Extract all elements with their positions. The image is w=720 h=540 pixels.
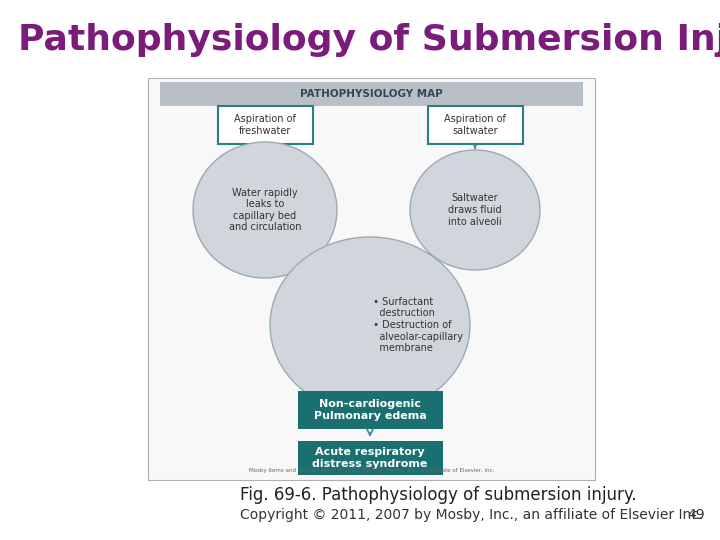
Text: Aspiration of
freshwater: Aspiration of freshwater (234, 114, 296, 136)
Text: Aspiration of
saltwater: Aspiration of saltwater (444, 114, 506, 136)
FancyBboxPatch shape (217, 106, 312, 144)
FancyBboxPatch shape (428, 106, 523, 144)
Text: Mosby items and derived items © 2011, 2007 by Mosby, Inc., an affiliate of Elsev: Mosby items and derived items © 2011, 20… (249, 467, 494, 473)
Text: PATHOPHYSIOLOGY MAP: PATHOPHYSIOLOGY MAP (300, 89, 443, 99)
Text: Pathophysiology of Submersion Injury: Pathophysiology of Submersion Injury (18, 23, 720, 57)
FancyBboxPatch shape (148, 78, 595, 480)
Text: Saltwater
draws fluid
into alveoli: Saltwater draws fluid into alveoli (448, 193, 502, 227)
FancyBboxPatch shape (297, 441, 443, 475)
Text: Water rapidly
leaks to
capillary bed
and circulation: Water rapidly leaks to capillary bed and… (229, 187, 301, 232)
Ellipse shape (410, 150, 540, 270)
Text: 49: 49 (688, 508, 705, 522)
Text: • Surfactant
   destruction
 • Destruction of
   alveolar-capillary
   membrane: • Surfactant destruction • Destruction o… (370, 297, 463, 353)
Text: Acute respiratory
distress syndrome: Acute respiratory distress syndrome (312, 447, 428, 469)
Ellipse shape (270, 237, 470, 413)
FancyBboxPatch shape (160, 82, 583, 106)
FancyBboxPatch shape (297, 391, 443, 429)
Text: Fig. 69-6. Pathophysiology of submersion injury.: Fig. 69-6. Pathophysiology of submersion… (240, 486, 636, 504)
Ellipse shape (193, 142, 337, 278)
Text: Non-cardiogenic
Pulmonary edema: Non-cardiogenic Pulmonary edema (314, 399, 426, 421)
Text: Copyright © 2011, 2007 by Mosby, Inc., an affiliate of Elsevier Inc.: Copyright © 2011, 2007 by Mosby, Inc., a… (240, 508, 703, 522)
